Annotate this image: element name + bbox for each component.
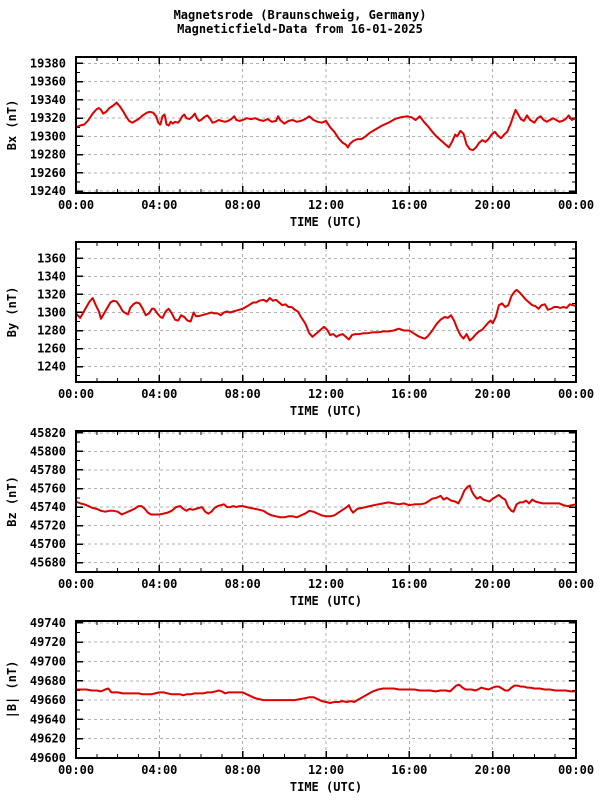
x-tick-label: 04:00 <box>141 387 177 401</box>
x-tick-label: 00:00 <box>558 763 594 777</box>
y-tick-label: 19280 <box>30 148 66 162</box>
chart-panel-bx: 19240 19260 19280 19300 19320 19340 19360 19380… <box>5 56 594 229</box>
x-tick-label: 16:00 <box>391 387 427 401</box>
chart-title-line2: Magneticfield-Data from 16-01-2025 <box>177 22 423 36</box>
x-tick-label: 08:00 <box>225 198 261 212</box>
x-axis-title: TIME (UTC) <box>290 594 362 608</box>
y-tick-label: 19240 <box>30 184 66 198</box>
series-line-bx <box>76 101 576 152</box>
y-tick-label: 1280 <box>37 324 66 338</box>
x-tick-label: 00:00 <box>58 387 94 401</box>
x-tick-label: 12:00 <box>308 198 344 212</box>
y-tick-label: 19360 <box>30 75 66 89</box>
series-line-bz <box>76 484 576 519</box>
y-tick-label: 45800 <box>30 444 66 458</box>
x-tick-label: 16:00 <box>391 763 427 777</box>
y-tick-label: 49680 <box>30 674 66 688</box>
x-tick-label: 04:00 <box>141 198 177 212</box>
x-tick-label: 00:00 <box>58 198 94 212</box>
x-tick-label: 00:00 <box>558 198 594 212</box>
y-tick-label: 45780 <box>30 463 66 477</box>
y-tick-label: 49700 <box>30 655 66 669</box>
x-tick-label: 20:00 <box>475 387 511 401</box>
y-tick-label: 19320 <box>30 111 66 125</box>
grid-lines <box>76 242 576 382</box>
x-tick-label: 20:00 <box>475 763 511 777</box>
y-tick-label: 1340 <box>37 269 66 283</box>
axis-labels: 19240 19260 19280 19300 19320 19340 19360 19380… <box>5 56 594 229</box>
series-line-btotal <box>76 683 576 704</box>
y-axis-title-bx: Bx (nT) <box>5 100 19 151</box>
x-tick-label: 12:00 <box>308 763 344 777</box>
tick-marks <box>75 431 577 573</box>
x-tick-label: 08:00 <box>225 763 261 777</box>
y-tick-label: 1300 <box>37 305 66 319</box>
y-tick-label: 19260 <box>30 166 66 180</box>
axis-labels: 45680 45700 45720 45740 45760 45780 45800 45820… <box>5 426 594 608</box>
y-tick-label: 49660 <box>30 693 66 707</box>
chart-title: Magnetsrode (Braunschweig, Germany) Magn… <box>0 8 600 36</box>
grid-lines <box>76 57 576 193</box>
x-axis-title: TIME (UTC) <box>290 780 362 794</box>
plot-border <box>75 620 577 759</box>
x-axis-title: TIME (UTC) <box>290 215 362 229</box>
x-tick-label: 12:00 <box>308 387 344 401</box>
series-line-by <box>76 288 576 342</box>
grid-lines <box>76 431 576 572</box>
y-tick-label: 19340 <box>30 93 66 107</box>
y-tick-label: 1360 <box>37 251 66 265</box>
y-tick-label: 49600 <box>30 751 66 765</box>
x-tick-label: 00:00 <box>558 387 594 401</box>
y-tick-label: 1260 <box>37 342 66 356</box>
chart-title-line1: Magnetsrode (Braunschweig, Germany) <box>173 8 427 22</box>
x-tick-label: 00:00 <box>58 577 94 591</box>
x-tick-label: 00:00 <box>58 763 94 777</box>
y-tick-label: 45700 <box>30 537 66 551</box>
y-tick-label: 45740 <box>30 500 66 514</box>
x-axis-title: TIME (UTC) <box>290 404 362 418</box>
x-tick-label: 20:00 <box>475 577 511 591</box>
y-tick-label: 49640 <box>30 712 66 726</box>
y-tick-label: 45760 <box>30 482 66 496</box>
x-tick-label: 04:00 <box>141 763 177 777</box>
chart-panel-btotal: 49600 49620 49640 49660 49680 49700 49720 49740… <box>5 616 594 794</box>
y-axis-title-by: By (nT) <box>5 287 19 338</box>
y-tick-label: 49720 <box>30 635 66 649</box>
y-tick-label: 45680 <box>30 556 66 570</box>
plot-border <box>75 241 577 383</box>
x-tick-label: 20:00 <box>475 198 511 212</box>
y-tick-label: 49620 <box>30 732 66 746</box>
y-tick-label: 1240 <box>37 360 66 374</box>
x-tick-label: 08:00 <box>225 577 261 591</box>
y-tick-label: 49740 <box>30 616 66 630</box>
y-tick-label: 45720 <box>30 519 66 533</box>
grid-lines <box>76 621 576 759</box>
y-tick-label: 19300 <box>30 129 66 143</box>
x-tick-label: 04:00 <box>141 577 177 591</box>
x-tick-label: 08:00 <box>225 387 261 401</box>
chart-panel-bz: 45680 45700 45720 45740 45760 45780 45800 45820… <box>5 426 594 608</box>
y-axis-title-btotal: |B| (nT) <box>5 661 19 719</box>
y-tick-label: 1320 <box>37 287 66 301</box>
y-tick-label: 19380 <box>30 56 66 70</box>
chart-panel-by: 1240 1260 1280 1300 1320 1340 1360 00:00 04:00 08… <box>5 241 594 418</box>
x-tick-label: 16:00 <box>391 198 427 212</box>
y-axis-title-bz: Bz (nT) <box>5 476 19 527</box>
x-tick-label: 16:00 <box>391 577 427 591</box>
x-tick-label: 00:00 <box>558 577 594 591</box>
y-tick-label: 45820 <box>30 426 66 440</box>
plot-border <box>75 430 577 573</box>
plot-border <box>75 56 577 194</box>
axis-labels: 49600 49620 49640 49660 49680 49700 49720 49740… <box>5 616 594 794</box>
axis-labels: 1240 1260 1280 1300 1320 1340 1360 00:00 04:00 08… <box>5 251 594 418</box>
x-tick-label: 12:00 <box>308 577 344 591</box>
